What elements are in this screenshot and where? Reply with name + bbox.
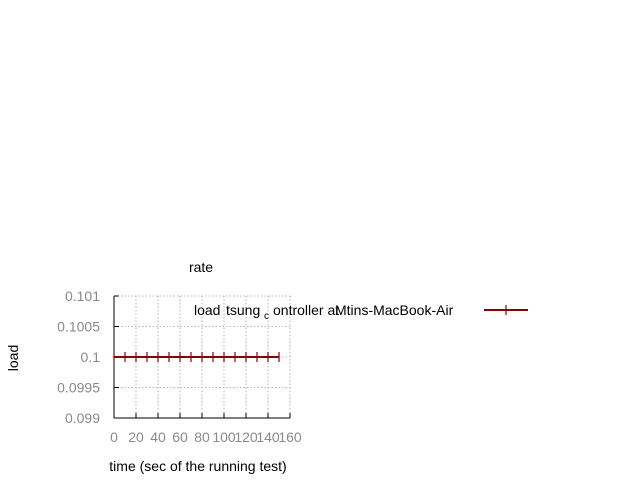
series-group: [113, 352, 280, 362]
legend: load tsung c ontroller at Mtins-MacBook-…: [194, 302, 528, 322]
legend-label-part-tsung: tsung: [226, 302, 260, 318]
legend-label-part-load: load: [194, 302, 220, 318]
y-axis-label: load: [5, 345, 21, 371]
chart-title: rate: [189, 259, 213, 275]
x-tick-label: 160: [278, 429, 302, 445]
x-tick-label: 40: [150, 429, 166, 445]
y-tick-label: 0.099: [65, 410, 100, 426]
y-tick-label: 0.1005: [57, 319, 100, 335]
legend-label-part-subscript: c: [264, 311, 269, 322]
legend-label-part-controller: ontroller at: [273, 302, 339, 318]
legend-label-part-host: Mtins-MacBook-Air: [335, 302, 454, 318]
axes: [113, 295, 291, 419]
x-tick-label: 20: [128, 429, 144, 445]
y-tick-label: 0.1: [81, 349, 101, 365]
x-tick-label: 120: [234, 429, 258, 445]
y-tick-labels: 0.099 0.0995 0.1 0.1005 0.101: [57, 288, 100, 426]
y-tick-label: 0.101: [65, 288, 100, 304]
x-tick-label: 60: [172, 429, 188, 445]
x-tick-label: 0: [110, 429, 118, 445]
x-tick-label: 80: [194, 429, 210, 445]
x-axis-label: time (sec of the running test): [109, 458, 286, 474]
x-tick-label: 100: [212, 429, 236, 445]
x-tick-label: 140: [256, 429, 280, 445]
y-tick-label: 0.0995: [57, 380, 100, 396]
